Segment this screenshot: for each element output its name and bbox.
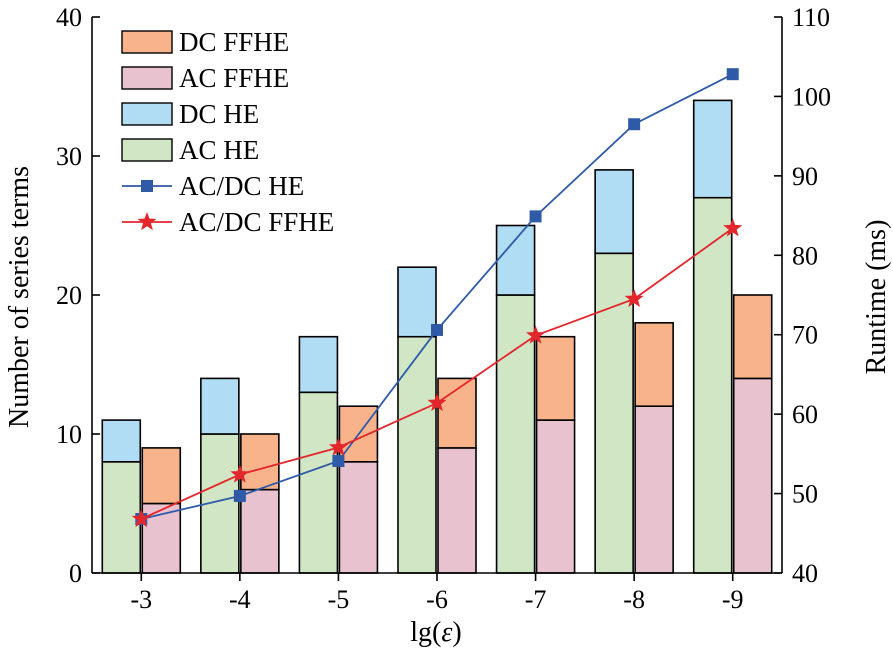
legend-label-ac-dc-he: AC/DC HE	[179, 171, 304, 201]
bar-dc-he	[594, 169, 634, 255]
x-axis-title: lg(ε)	[410, 617, 461, 648]
x-tick-label: -6	[426, 585, 448, 614]
x-tick-label: -9	[722, 585, 744, 614]
point-ac-dc-ffhe	[230, 464, 250, 483]
point-ac-dc-ffhe	[131, 508, 151, 528]
y-right-tick-label: 60	[792, 400, 818, 429]
legend-swatch-dc-he	[121, 102, 173, 126]
legend-swatch-dc-ffhe	[121, 30, 173, 54]
y-right-tick-label: 100	[792, 82, 831, 111]
x-axis-title-prefix: lg(	[410, 617, 441, 648]
axes-layer: 0 10 20 30 40 40 50 60 70 80 90 100 110 -3 -4 -5 -6 -7 -8 -…	[56, 3, 831, 614]
point-ac-dc-he	[529, 210, 542, 223]
point-ac-dc-ffhe	[427, 393, 447, 412]
y-left-tick-label: 40	[56, 3, 82, 32]
point-ac-dc-ffhe	[624, 288, 644, 308]
y-axis-left-title: Number of series terms	[4, 166, 35, 428]
point-ac-dc-he	[233, 489, 246, 502]
bar-dc-he	[495, 224, 536, 296]
legend-marker-ac-dc-he	[141, 180, 153, 192]
bar-ac-he	[298, 391, 339, 574]
bar-ac-ffhe	[732, 377, 773, 574]
x-axis-title-suffix: )	[452, 617, 461, 648]
y-axis-right-title: Runtime (ms)	[861, 220, 892, 375]
bar-ac-ffhe	[535, 419, 576, 574]
point-ac-dc-he	[628, 118, 641, 131]
x-tick-label: -4	[229, 585, 251, 614]
y-left-tick-label: 10	[56, 420, 82, 449]
bar-dc-ffhe	[634, 321, 674, 407]
bar-ac-he	[495, 294, 536, 574]
bar-dc-ffhe	[141, 447, 182, 505]
bar-dc-he	[298, 335, 339, 394]
legend-label-ac-dc-ffhe: AC/DC FFHE	[179, 207, 334, 237]
bar-ac-he	[397, 335, 437, 574]
y-left-tick-label: 20	[56, 281, 82, 310]
bar-ac-ffhe	[240, 488, 280, 574]
y-right-tick-label: 90	[792, 162, 818, 191]
y-right-tick-label: 110	[792, 3, 830, 32]
y-right-tick-label: 80	[792, 241, 818, 270]
bar-dc-ffhe	[240, 433, 280, 491]
bar-ac-ffhe	[634, 405, 674, 574]
y-right-tick-label: 40	[792, 559, 818, 588]
point-ac-dc-ffhe	[526, 325, 546, 344]
x-tick-label: -5	[328, 585, 350, 614]
bar-dc-ffhe	[535, 335, 576, 421]
point-ac-dc-ffhe	[723, 218, 743, 237]
bar-dc-he	[692, 99, 733, 199]
bar-ac-he	[692, 196, 733, 574]
bars-layer	[101, 99, 773, 574]
legend-label-ac-he: AC HE	[179, 135, 259, 165]
y-right-tick-label: 70	[792, 321, 818, 350]
legend-label-ac-ffhe: AC FFHE	[179, 63, 289, 93]
bar-dc-he	[200, 377, 240, 435]
point-ac-dc-he	[726, 68, 739, 81]
point-ac-dc-he	[332, 455, 345, 468]
bar-dc-ffhe	[732, 294, 773, 380]
x-tick-label: -3	[130, 585, 152, 614]
legend-swatch-ac-he	[121, 138, 173, 162]
y-right-tick-label: 50	[792, 480, 818, 509]
y-left-tick-label: 30	[56, 142, 82, 171]
legend-marker-ac-dc-ffhe	[137, 212, 157, 231]
x-tick-label: -7	[525, 585, 547, 614]
legend-label-dc-ffhe: DC FFHE	[179, 27, 289, 57]
legend-label-dc-he: DC HE	[179, 99, 259, 129]
bar-ac-ffhe	[437, 447, 477, 574]
bar-dc-he	[397, 266, 437, 338]
lines-layer	[131, 68, 743, 528]
legend: DC FFHE AC FFHE DC HE AC HE AC/DC HE AC/DC FF…	[121, 27, 334, 237]
point-ac-dc-he	[431, 323, 443, 336]
bar-ac-ffhe	[338, 460, 379, 574]
point-ac-dc-ffhe	[328, 437, 348, 456]
legend-swatch-ac-ffhe	[121, 66, 173, 90]
x-tick-label: -8	[623, 585, 645, 614]
x-axis-title-variable: ε	[441, 617, 452, 648]
y-left-tick-label: 0	[69, 559, 82, 588]
bar-dc-he	[101, 419, 142, 463]
